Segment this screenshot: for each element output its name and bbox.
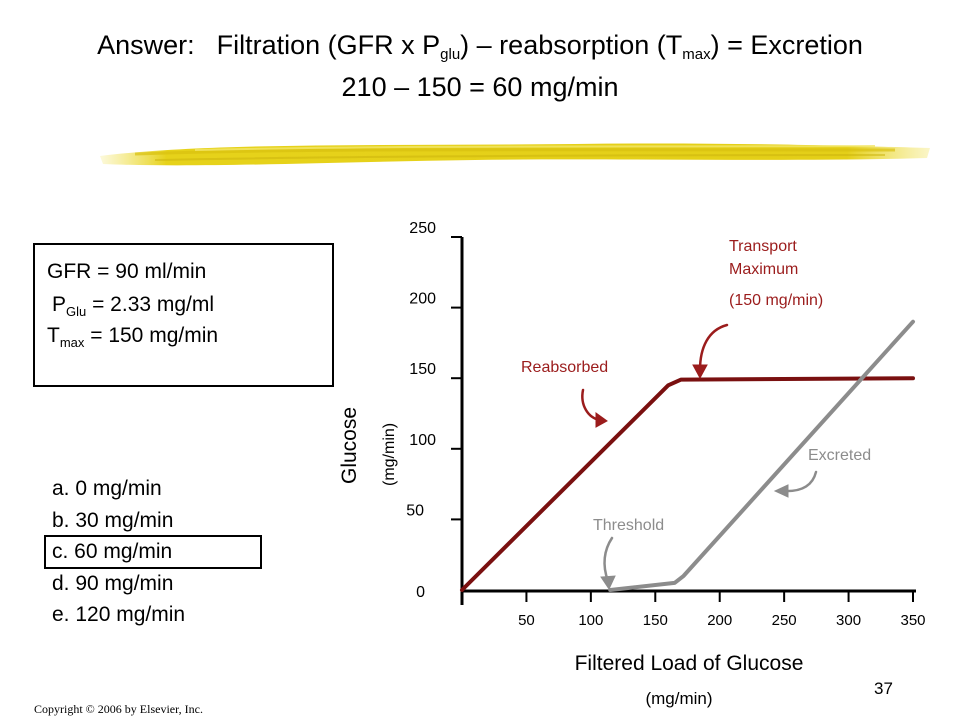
- choice-e[interactable]: e. 120 mg/min: [52, 603, 186, 626]
- gfr-value: GFR = 90 ml/min: [47, 260, 207, 283]
- x-tick-label-250: 250: [772, 612, 797, 629]
- annotation-reabsorbed: Reabsorbed: [521, 359, 608, 376]
- pglu-subscript: Glu: [66, 304, 87, 319]
- tmax-value: Tmax = 150 mg/min: [47, 324, 219, 350]
- x-tick-label-100: 100: [578, 612, 603, 629]
- tmax-symbol: T: [47, 324, 60, 347]
- slide-title: Answer: Filtration (GFR x Pglu) – reabsor…: [0, 30, 960, 63]
- choice-d[interactable]: d. 90 mg/min: [52, 572, 174, 595]
- chart-ticks: 0 50 100 150 200 250 50 100 150 200 250 300 350: [406, 220, 925, 629]
- choice-a[interactable]: a. 0 mg/min: [52, 477, 162, 500]
- page-number: 37: [874, 679, 893, 698]
- x-tick-label-150: 150: [643, 612, 668, 629]
- y-tick-label-50: 50: [406, 502, 424, 519]
- y-axis-unit: (mg/min): [381, 423, 398, 486]
- brush-stroke-divider: [100, 143, 930, 166]
- y-tick-label-250: 250: [409, 220, 436, 237]
- series-line-reabsorbed: [460, 376, 915, 592]
- choice-c[interactable]: c. 60 mg/min: [52, 540, 173, 563]
- arrow-transport-maximum-icon-head: [692, 364, 708, 380]
- chart-series: [460, 319, 915, 592]
- chart-axes: [460, 237, 916, 605]
- annotation-tmax-value: (150 mg/min): [729, 292, 823, 309]
- title-part3: ) = Excretion: [710, 30, 863, 60]
- arrow-reabsorbed-icon-head: [595, 412, 608, 428]
- y-tick-label-200: 200: [409, 291, 436, 308]
- pglu-rest: = 2.33 mg/ml: [86, 293, 215, 316]
- title-sub1: glu: [440, 46, 461, 63]
- tmax-subscript: max: [59, 335, 85, 350]
- x-tick-label-300: 300: [836, 612, 861, 629]
- arrow-threshold-icon-shaft: [603, 536, 614, 583]
- arrow-threshold-icon-head: [600, 575, 616, 591]
- given-values-box: GFR = 90 ml/min PGlu = 2.33 mg/ml Tmax =…: [33, 243, 334, 387]
- annotation-threshold: Threshold: [593, 517, 664, 534]
- x-tick-label-350: 350: [900, 612, 925, 629]
- y-tick-label-150: 150: [409, 361, 436, 378]
- y-tick-label-100: 100: [409, 432, 436, 449]
- series-line-excreted: [608, 319, 915, 592]
- selected-answer-highlight: [44, 535, 262, 569]
- slide-title-equation: 210 – 150 = 60 mg/min: [341, 72, 619, 102]
- x-tick-label-50: 50: [518, 612, 535, 629]
- tmax-rest: = 150 mg/min: [84, 324, 219, 347]
- chart-labels: Glucose (mg/min) Filtered Load of Glucose (…: [338, 407, 803, 708]
- plasma-glucose-value: PGlu = 2.33 mg/ml: [52, 293, 215, 319]
- y-axis-label: Glucose: [338, 407, 361, 484]
- pglu-symbol: P: [52, 293, 67, 316]
- x-axis-label: Filtered Load of Glucose: [575, 652, 804, 675]
- title-part2: ) – reabsorption (T: [460, 30, 683, 60]
- y-tick-label-0: 0: [416, 584, 425, 601]
- annotation-maximum: Maximum: [729, 261, 798, 278]
- arrow-excreted-icon-head: [773, 484, 789, 498]
- annotation-excreted: Excreted: [808, 447, 871, 464]
- title-sub2: max: [682, 46, 711, 63]
- title-part1: Filtration (GFR x P: [216, 30, 441, 60]
- annotation-transport-maximum: Transport: [729, 238, 797, 255]
- x-tick-label-200: 200: [707, 612, 732, 629]
- x-axis-unit: (mg/min): [645, 689, 712, 708]
- chart-annotations: Transport Maximum (150 mg/min) Reabsorbed Ex…: [521, 238, 871, 591]
- arrow-transport-maximum-icon-shaft: [698, 323, 729, 372]
- choice-b[interactable]: b. 30 mg/min: [52, 509, 174, 532]
- copyright-footer: Copyright © 2006 by Elsevier, Inc.: [34, 702, 203, 716]
- title-prefix: Answer:: [97, 30, 195, 60]
